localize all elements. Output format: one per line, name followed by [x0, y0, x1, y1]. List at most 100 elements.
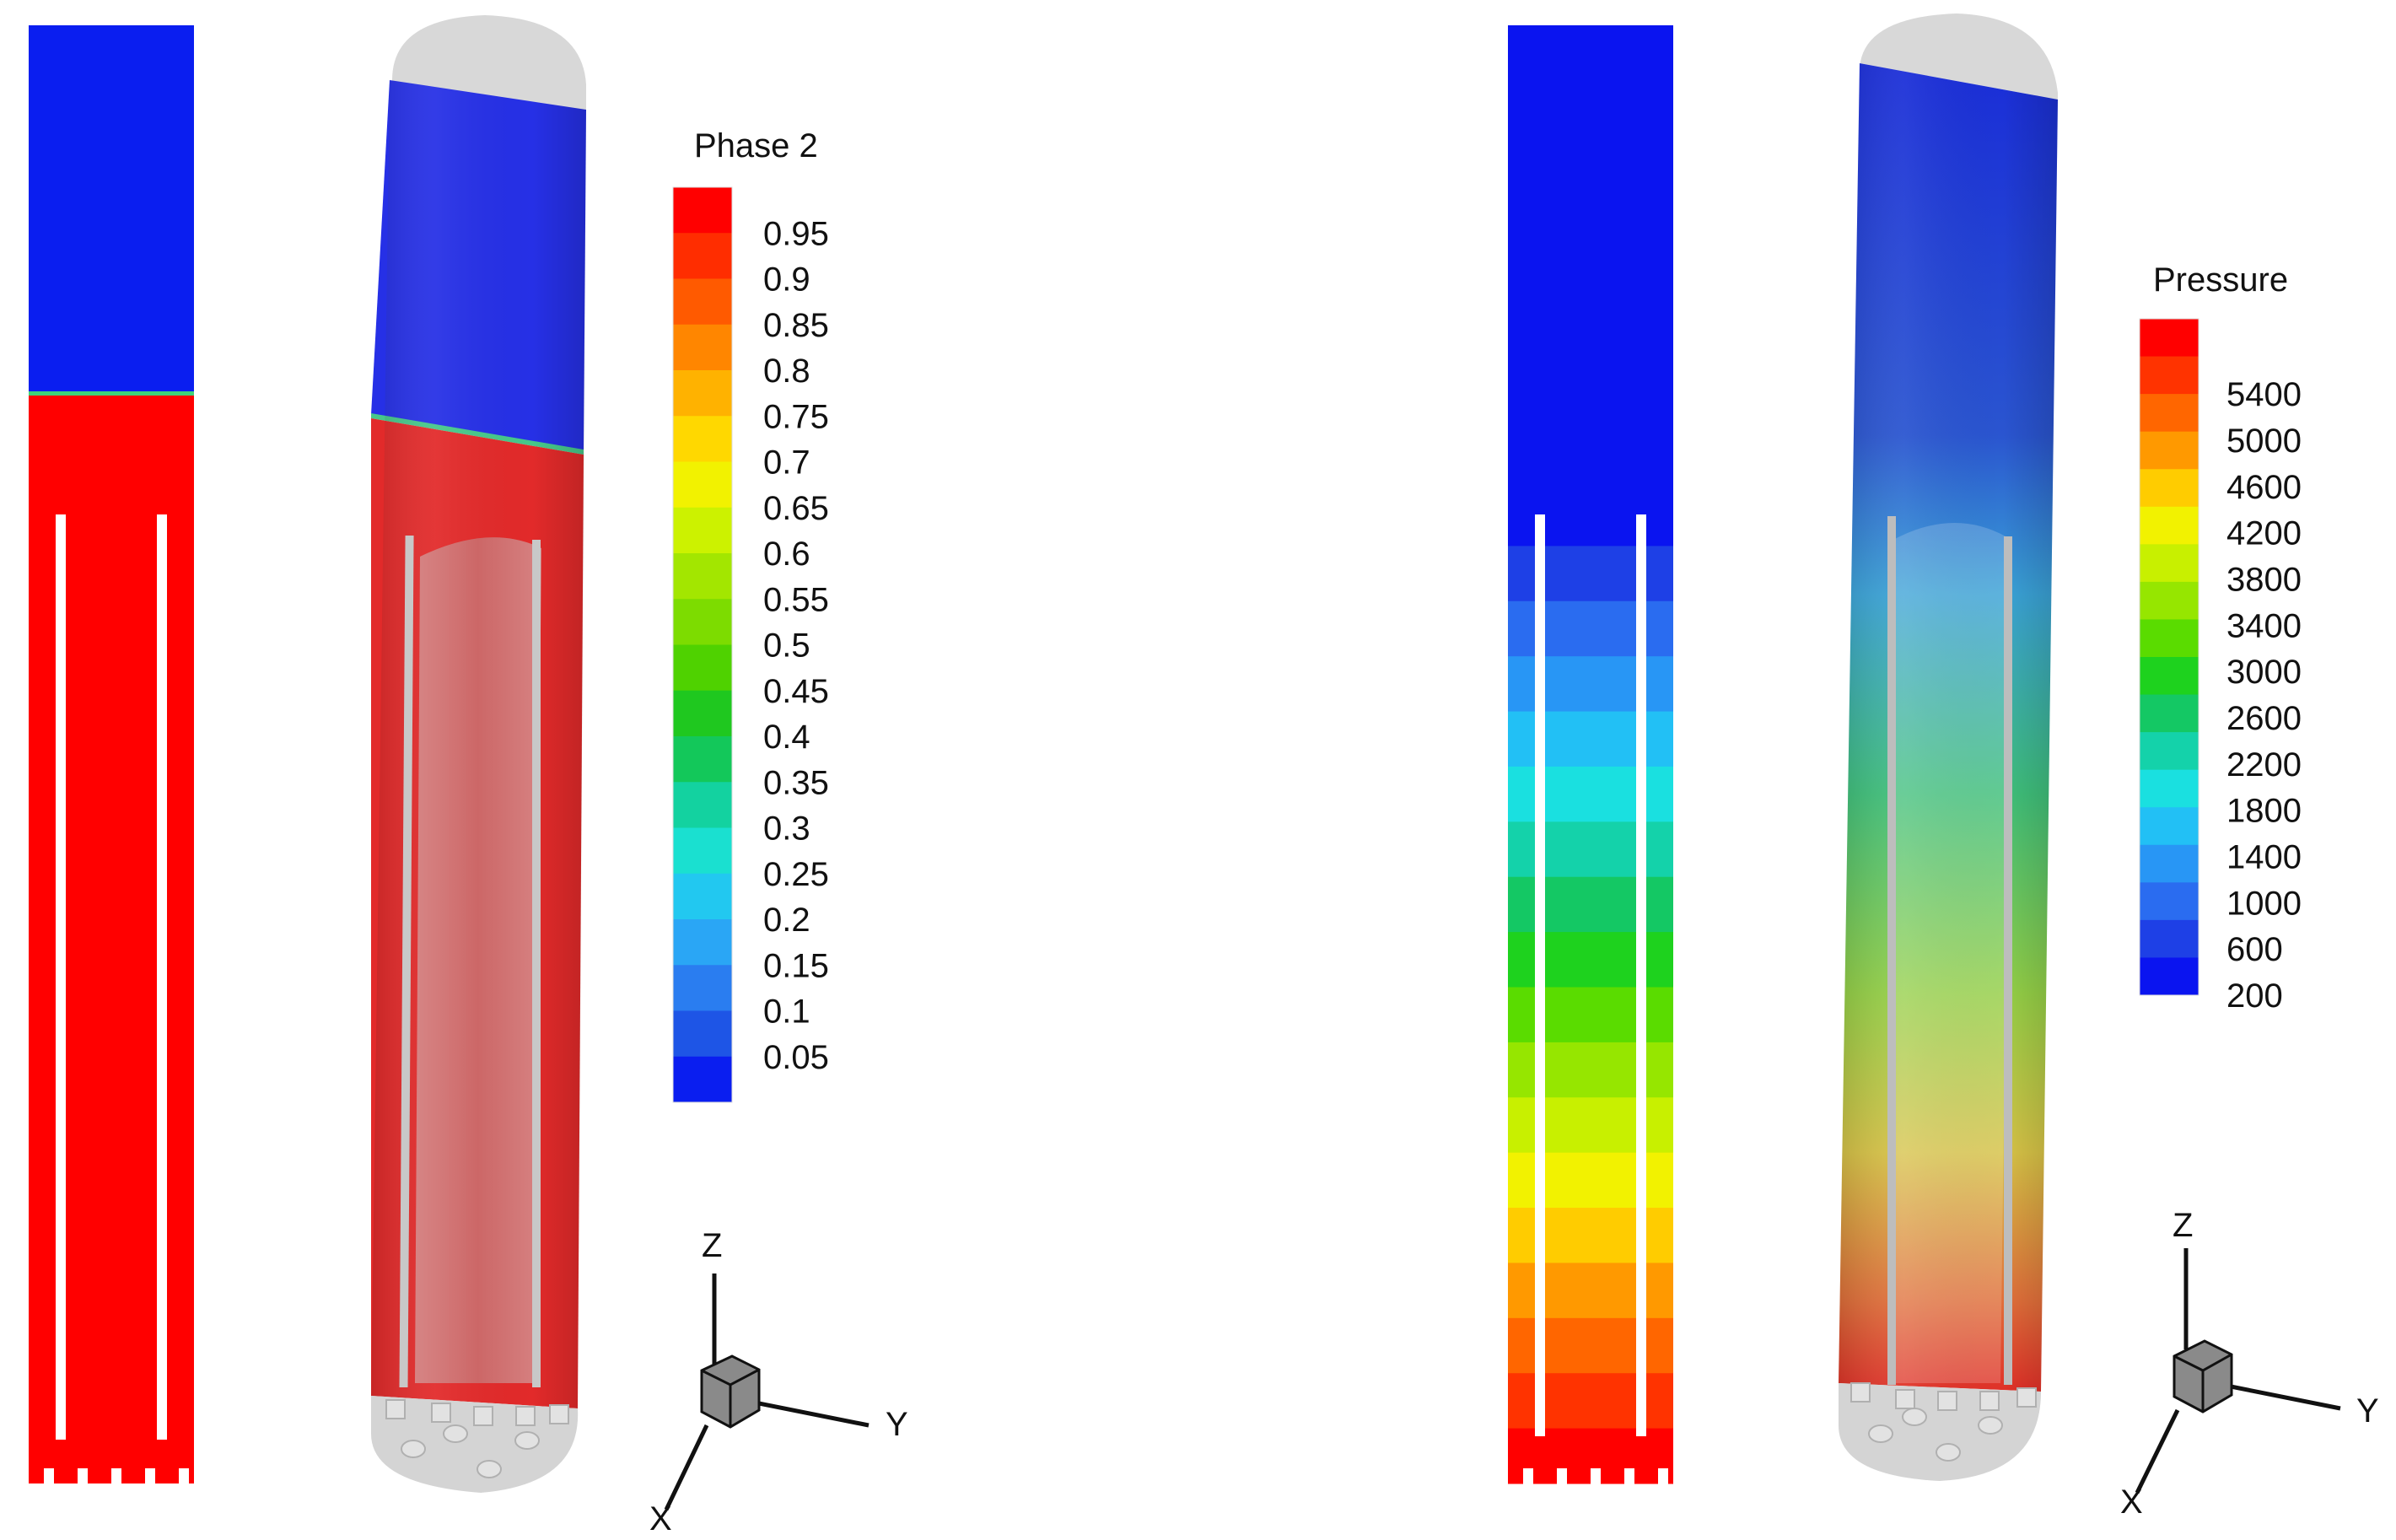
- pressure-baffle-rod-right: [2004, 536, 2012, 1385]
- pressure-cylinder-3d: [1839, 13, 2058, 1481]
- pressure-tick-label: 3400: [2226, 607, 2302, 644]
- phase-tick-label: 0.4: [763, 719, 810, 756]
- pressure-band: [1508, 1317, 1673, 1374]
- phase-colorbar-swatch: [673, 782, 732, 828]
- baffle-right: [157, 514, 167, 1440]
- cylinder-top-cap: [392, 15, 586, 110]
- pressure-inner-tube: [1889, 523, 2011, 1383]
- pressure-band: [1508, 1097, 1673, 1154]
- pressure-tick-label: 3800: [2226, 561, 2302, 598]
- inlet-blocks: [385, 1399, 569, 1478]
- phase-tick-label: 0.05: [763, 1039, 829, 1076]
- pressure-tick-label: 1400: [2226, 838, 2302, 875]
- pressure-legend: Pressure 5400 5000 4600 4200 3800 3400 3000 260…: [2139, 261, 2302, 1015]
- phase-tick-label: 0.6: [763, 536, 810, 573]
- phase-colorbar-swatch: [673, 324, 732, 371]
- pressure-band: [1508, 600, 1673, 657]
- pressure-colorbar-swatch: [2140, 319, 2199, 358]
- phase-axis-triad: [664, 1273, 870, 1511]
- pressure-baffle-left: [1535, 514, 1545, 1436]
- pressure-colorbar-swatch: [2140, 657, 2199, 696]
- phase-colorbar-frame: [672, 186, 733, 1103]
- pressure-band: [1508, 987, 1673, 1043]
- pressure-band: [1508, 766, 1673, 822]
- pressure-axis-y-label: Y: [2356, 1392, 2379, 1430]
- pressure-tick-label: 1800: [2226, 793, 2302, 830]
- phase-colorbar-swatch: [673, 370, 732, 417]
- pressure-tick-label: 4600: [2226, 469, 2302, 506]
- pressure-band: [1508, 711, 1673, 767]
- pressure-tick-label: 5000: [2226, 423, 2302, 460]
- phase-colorbar-swatch: [673, 233, 732, 279]
- pressure-colorbar-swatch: [2140, 394, 2199, 433]
- pressure-tick-label: 4200: [2226, 515, 2302, 552]
- phase-colorbar-swatch: [673, 736, 732, 783]
- baffle-rod-left: [399, 536, 414, 1387]
- pressure-legend-colorbar: [2139, 318, 2199, 996]
- phase-colorbar-swatch: [673, 278, 732, 326]
- pressure-colorbar-swatch: [2140, 694, 2199, 733]
- pressure-tick-label: 3000: [2226, 654, 2302, 691]
- phase-tick-label: 0.35: [763, 764, 829, 801]
- pressure-colorbar-swatch: [2140, 807, 2199, 846]
- phase-tick-label: 0.45: [763, 673, 829, 710]
- phase-axis-z-label: Z: [702, 1227, 722, 1264]
- pressure-colorbar-swatch: [2140, 544, 2199, 583]
- pressure-band: [1508, 546, 1673, 602]
- pressure-band: [1508, 821, 1673, 878]
- pressure-colorbar-swatch: [2140, 469, 2199, 508]
- phase-tick-label: 0.7: [763, 444, 810, 482]
- pressure-legend-ticks: 5400 5000 4600 4200 3800 3400 3000 2600 2200 1800…: [2226, 376, 2302, 1015]
- phase-colorbar-swatch: [673, 461, 732, 509]
- phase-tick-label: 0.9: [763, 261, 810, 299]
- phase-slice-red-region: [29, 396, 194, 1483]
- phase-slice-2d: [29, 25, 194, 1485]
- pressure-band: [1508, 491, 1673, 547]
- phase-axis-y-label: Y: [886, 1406, 908, 1443]
- pressure-band: [1508, 656, 1673, 713]
- phase-slice-blue-region: [29, 25, 194, 393]
- pressure-slice-blue-top: [1508, 25, 1673, 491]
- phase-tick-label: 0.85: [763, 307, 829, 344]
- phase-tick-label: 0.3: [763, 810, 810, 848]
- phase-tick-label: 0.55: [763, 581, 829, 618]
- phase-tick-label: 0.75: [763, 398, 829, 435]
- pressure-colorbar-swatch: [2140, 506, 2199, 545]
- pressure-tick-label: 2600: [2226, 700, 2302, 737]
- pressure-colorbar-swatch: [2140, 844, 2199, 883]
- phase-slice-interface: [29, 391, 194, 396]
- pressure-legend-title: Pressure: [2153, 261, 2288, 299]
- phase-tick-label: 0.2: [763, 902, 810, 939]
- pressure-colorbar-swatch: [2140, 957, 2199, 996]
- pressure-colorbar-swatch: [2140, 882, 2199, 921]
- phase-colorbar-swatch: [673, 553, 732, 600]
- phase-colorbar-swatch: [673, 965, 732, 1011]
- pressure-band: [1508, 1042, 1673, 1098]
- pressure-colorbar-swatch: [2140, 769, 2199, 808]
- pressure-tick-label: 2200: [2226, 746, 2302, 783]
- pressure-slice-2d: [1508, 25, 1673, 1485]
- phase-colorbar-swatch: [673, 187, 732, 234]
- phase-tick-label: 0.15: [763, 947, 829, 984]
- phase-colorbar-swatch: [673, 507, 732, 554]
- pressure-inlet-notches: [1523, 1468, 1668, 1485]
- pressure-slice-bands: [1508, 491, 1673, 1484]
- pressure-colorbar-swatch: [2140, 919, 2199, 958]
- phase-colorbar-swatch: [673, 644, 732, 692]
- phase-colorbar-swatch: [673, 873, 732, 920]
- pressure-colorbar-frame: [2139, 318, 2199, 996]
- phase-tick-label: 0.95: [763, 215, 829, 252]
- pressure-colorbar-swatch: [2140, 581, 2199, 620]
- phase-colorbar-swatch: [673, 599, 732, 645]
- pressure-band: [1508, 1208, 1673, 1263]
- pressure-tick-label: 1000: [2226, 885, 2302, 922]
- inlet-notches: [44, 1468, 189, 1485]
- phase-tick-label: 0.8: [763, 353, 810, 390]
- inner-tube-highlight: [415, 537, 541, 1383]
- phase-tick-label: 0.1: [763, 993, 810, 1031]
- phase-legend-ticks: 0.95 0.9 0.85 0.8 0.75 0.7 0.65 0.6 0.55 0.5 0.45 0…: [763, 215, 829, 1076]
- phase-colorbar-swatch: [673, 827, 732, 875]
- pressure-tick-label: 200: [2226, 977, 2283, 1015]
- pressure-axis-triad: [2135, 1248, 2341, 1494]
- pressure-baffle-rod-left: [1887, 516, 1896, 1385]
